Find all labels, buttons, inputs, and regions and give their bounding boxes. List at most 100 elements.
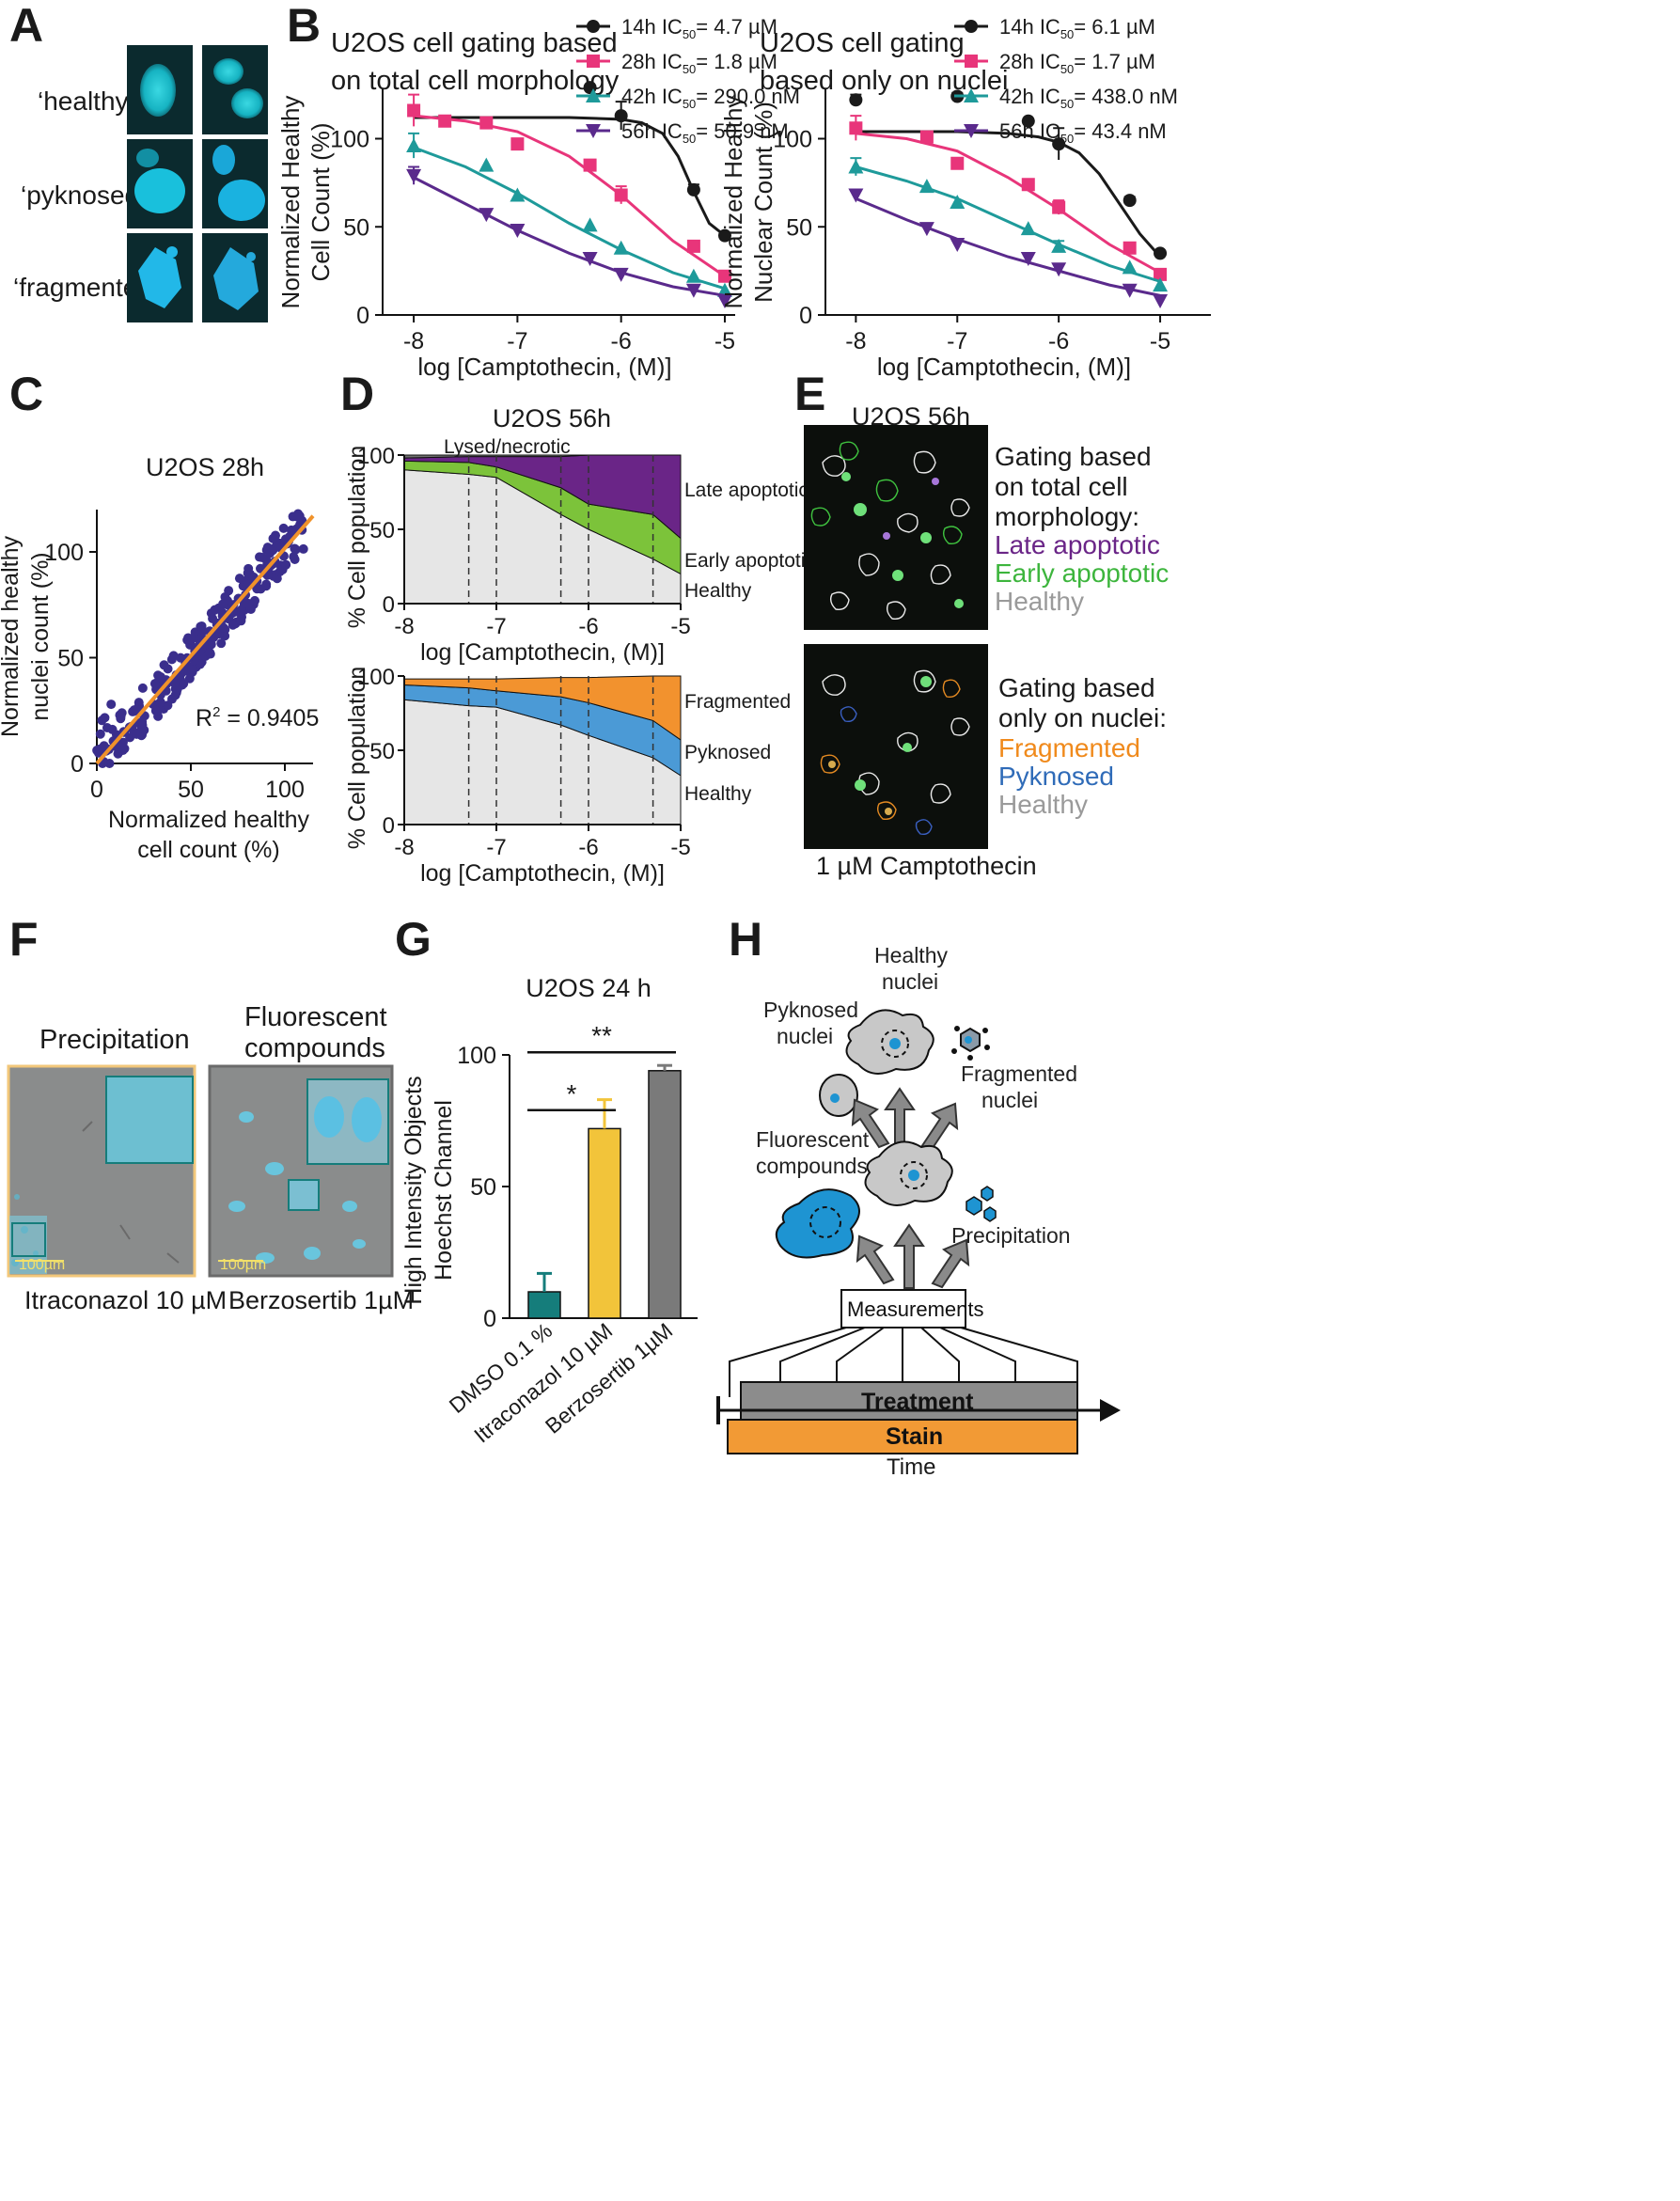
- time-arrowhead: [1100, 1399, 1121, 1422]
- scatter-point: [184, 664, 195, 674]
- legend-item-42h: 42h IC50= 290.0 nM: [576, 85, 800, 111]
- scatter-point: [155, 697, 165, 707]
- area-fragmented: [403, 675, 682, 741]
- panel-letter-d: D: [340, 368, 375, 420]
- x-tick-label: -7: [486, 835, 506, 860]
- bar-chart-title: U2OS 24 h: [526, 974, 652, 1002]
- f-right-title-1: Fluorescent: [244, 1002, 387, 1032]
- data-point-56h: [919, 222, 934, 237]
- legend-item-56h: 56h IC50= 43.4 nM: [954, 119, 1167, 146]
- legend-late-apoptotic: Late apoptotic: [995, 530, 1160, 559]
- bar-0: [527, 1291, 561, 1319]
- scatter-point: [290, 543, 300, 554]
- data-point-42h: [1051, 238, 1067, 253]
- e-top-heading-3: morphology:: [995, 502, 1140, 531]
- scatter-point: [159, 660, 169, 670]
- y-axis-label-line1: Normalized Healthy: [276, 96, 305, 309]
- fit-curve-42h: [413, 146, 726, 291]
- scatter-point: [102, 723, 112, 733]
- scatter-point: [170, 690, 181, 700]
- arrow-up-left-lower: [856, 1234, 895, 1285]
- data-point-14h: [1123, 194, 1137, 208]
- x-tick-label: -7: [507, 328, 527, 354]
- data-point-28h: [583, 158, 597, 172]
- f-right-caption: Berzosertib 1µM: [228, 1286, 415, 1314]
- fragmented-nuclei-cell: [951, 1026, 990, 1061]
- data-point-42h: [510, 187, 526, 202]
- x-axis-label: log [Camptothecin, (M)]: [877, 353, 1131, 381]
- scatter-point: [216, 638, 227, 649]
- legend-label: 56h IC50= 50.9 nM: [621, 119, 789, 146]
- series-56h: [848, 188, 1169, 308]
- dose-response-chart-nuclei: 0 50 100 -8 -7 -6 -5 log [Camptothecin, (M)] Nor…: [719, 15, 1211, 381]
- y-tick-label: 0: [383, 592, 395, 618]
- data-point-28h: [614, 188, 628, 202]
- scatter-point: [205, 648, 215, 658]
- data-point-28h: [686, 239, 700, 253]
- data-point-42h: [613, 240, 629, 255]
- label-fragmented-nuclei-1: Fragmented: [961, 1061, 1077, 1086]
- data-point-56h: [1020, 252, 1036, 266]
- area-lysed-necrotic: [403, 454, 681, 459]
- fit-curve-56h: [855, 197, 1161, 297]
- y-axis-label: High Intensity Objects Hoechst Channel: [400, 1076, 457, 1304]
- data-point-14h: [1021, 114, 1035, 128]
- e-bottom-heading-1: Gating based: [998, 673, 1155, 702]
- panel-letter-b: B: [287, 0, 322, 52]
- data-point-28h: [849, 121, 863, 135]
- data-point-56h: [1153, 294, 1169, 308]
- y-axis-label-line2: Cell Count (%): [306, 122, 335, 281]
- legend-pyknosed: Pyknosed: [998, 762, 1114, 791]
- fit-curve-14h: [414, 116, 726, 237]
- micrograph-fragmented-1: [127, 233, 193, 322]
- scatter-point: [240, 598, 250, 608]
- x-tick-label: 0: [90, 777, 103, 803]
- data-point-28h: [1123, 241, 1137, 255]
- data-point-56h: [950, 238, 966, 252]
- schematic-workflow-lower: Fluorescent compounds Precipitation Meas…: [716, 1127, 1121, 1454]
- d-title: U2OS 56h: [493, 404, 612, 432]
- arrow-up-lower: [893, 1223, 925, 1289]
- y-tick-label: 100: [457, 1043, 496, 1069]
- data-point-56h: [582, 252, 598, 266]
- scatter-point: [278, 523, 289, 533]
- measurements-box: [840, 1289, 966, 1328]
- data-point-42h: [406, 138, 422, 152]
- legend-label: 14h IC50= 6.1 µM: [999, 15, 1155, 41]
- scatter-point: [293, 509, 304, 519]
- scatter-point: [95, 729, 105, 739]
- area-label-0: Lysed/necrotic: [444, 436, 571, 458]
- y-tick-label: 0: [383, 813, 395, 839]
- legend-marker: [964, 88, 979, 102]
- data-point-14h: [686, 182, 700, 197]
- series-28h: [407, 93, 731, 283]
- series-42h: [848, 157, 1169, 292]
- y-axis-label: Normalized Healthy Nuclear Count (%): [719, 96, 777, 309]
- scale-bar-left: 100µm: [19, 1257, 65, 1273]
- scatter-point: [255, 552, 265, 562]
- y-tick-label: 100: [330, 127, 369, 153]
- scatter-point: [150, 705, 161, 715]
- legend-marker: [587, 55, 600, 68]
- label-pyknosed: ‘pyknosed’: [21, 181, 146, 210]
- label-pyknosed-nuclei-1: Pyknosed: [763, 998, 858, 1022]
- panel-letter-a: A: [9, 0, 44, 52]
- area-label-0: Fragmented: [684, 691, 791, 713]
- panel-letter-g: G: [395, 913, 432, 966]
- data-point-28h: [950, 156, 965, 170]
- micrograph-gated-nuclei: [804, 644, 988, 849]
- data-point-42h: [1020, 221, 1036, 236]
- label-fluorescent-2: compounds: [756, 1154, 868, 1178]
- scatter-point: [208, 613, 218, 623]
- micrograph-healthy-1: [127, 45, 193, 134]
- data-point-42h: [582, 217, 598, 232]
- data-point-28h: [510, 137, 525, 151]
- bar-1: [588, 1127, 621, 1319]
- fit-curve-14h: [856, 130, 1162, 259]
- y-tick-label: 50: [786, 214, 812, 241]
- x-axis-label: log [Camptothecin, (M)]: [420, 639, 665, 666]
- fit-curve-42h: [855, 165, 1161, 283]
